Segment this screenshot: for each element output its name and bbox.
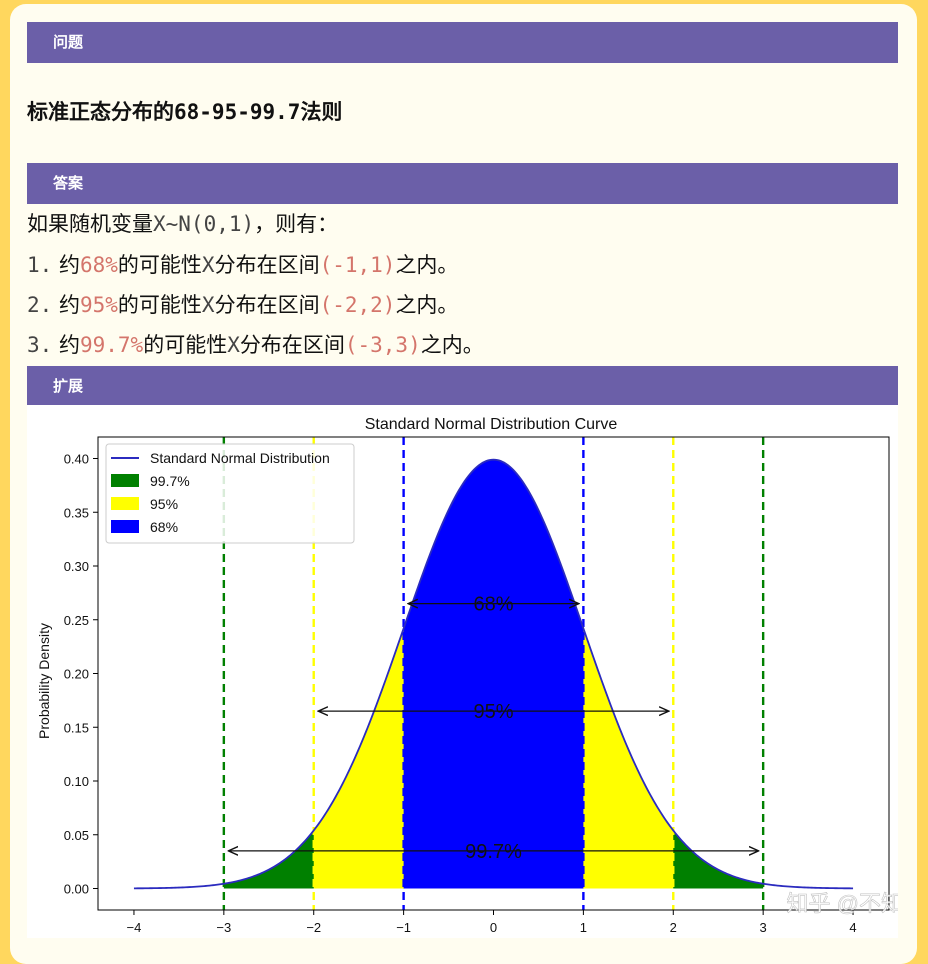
legend-swatch-box — [111, 520, 139, 533]
y-tick-label: 0.15 — [64, 720, 89, 735]
x-tick-label: −3 — [216, 920, 231, 935]
region-68-fill — [403, 459, 584, 889]
legend-entry-label: 95% — [150, 496, 178, 512]
x-tick-label: 3 — [760, 920, 767, 935]
watermark: 知乎 @不知 — [787, 891, 898, 916]
y-tick-label: 0.40 — [64, 452, 89, 467]
legend-entry-label: Standard Normal Distribution — [150, 450, 330, 466]
y-tick-label: 0.05 — [64, 828, 89, 843]
extension-header-label: 扩展 — [53, 377, 84, 395]
legend-swatch-box — [111, 497, 139, 510]
answer-item-1: 1. 约68%的可能性X分布在区间(-1,1)之内。 — [27, 253, 459, 277]
y-axis-label: Probability Density — [36, 623, 52, 739]
chart-title: Standard Normal Distribution Curve — [365, 416, 618, 433]
legend-box — [105, 443, 355, 544]
answer-item-3: 3. 约99.7%的可能性X分布在区间(-3,3)之内。 — [27, 333, 484, 357]
x-tick-label: 1 — [580, 920, 587, 935]
annotation-label-0: 68% — [473, 594, 513, 616]
annotation-label-2: 99.7% — [465, 841, 522, 863]
x-tick-label: −2 — [306, 920, 321, 935]
y-tick-label: 0.00 — [64, 882, 89, 897]
normal-curve-line — [133, 458, 854, 890]
answer-header: 答案 — [27, 163, 898, 204]
legend-entry-label: 99.7% — [150, 473, 190, 489]
extension-header: 扩展 — [27, 366, 898, 407]
x-tick-label: −4 — [127, 920, 142, 935]
question-header: 问题 — [27, 22, 898, 63]
normal-distribution-chart: 68% 95% 99.7% −4 −3 −2 −1 0 1 2 3 4 0.00 0.05 0.10 0.1… — [27, 405, 903, 938]
y-tick-label: 0.35 — [64, 505, 89, 520]
y-tick-label: 0.20 — [64, 667, 89, 682]
x-tick-label: 2 — [670, 920, 677, 935]
x-tick-label: −1 — [396, 920, 411, 935]
answer-header-label: 答案 — [53, 174, 84, 192]
y-tick-label: 0.10 — [64, 774, 89, 789]
chart-svg: 68% 95% 99.7% −4 −3 −2 −1 0 1 2 3 4 0.00 0.05 0.10 0.1… — [36, 416, 903, 935]
question-header-label: 问题 — [53, 33, 84, 51]
answer-intro: 如果随机变量X~N(0,1)，则有： — [27, 212, 339, 236]
question-title: 标准正态分布的68-95-99.7法则 — [27, 100, 343, 124]
answer-item-2: 2. 约95%的可能性X分布在区间(-2,2)之内。 — [27, 293, 459, 317]
x-tick-label: 0 — [490, 920, 497, 935]
legend-entry-label: 68% — [150, 519, 178, 535]
y-tick-label: 0.25 — [64, 613, 89, 628]
legend-swatch-box — [111, 474, 139, 487]
annotation-label-1: 95% — [473, 701, 513, 723]
x-tick-label: 4 — [849, 920, 856, 935]
y-tick-label: 0.30 — [64, 559, 89, 574]
